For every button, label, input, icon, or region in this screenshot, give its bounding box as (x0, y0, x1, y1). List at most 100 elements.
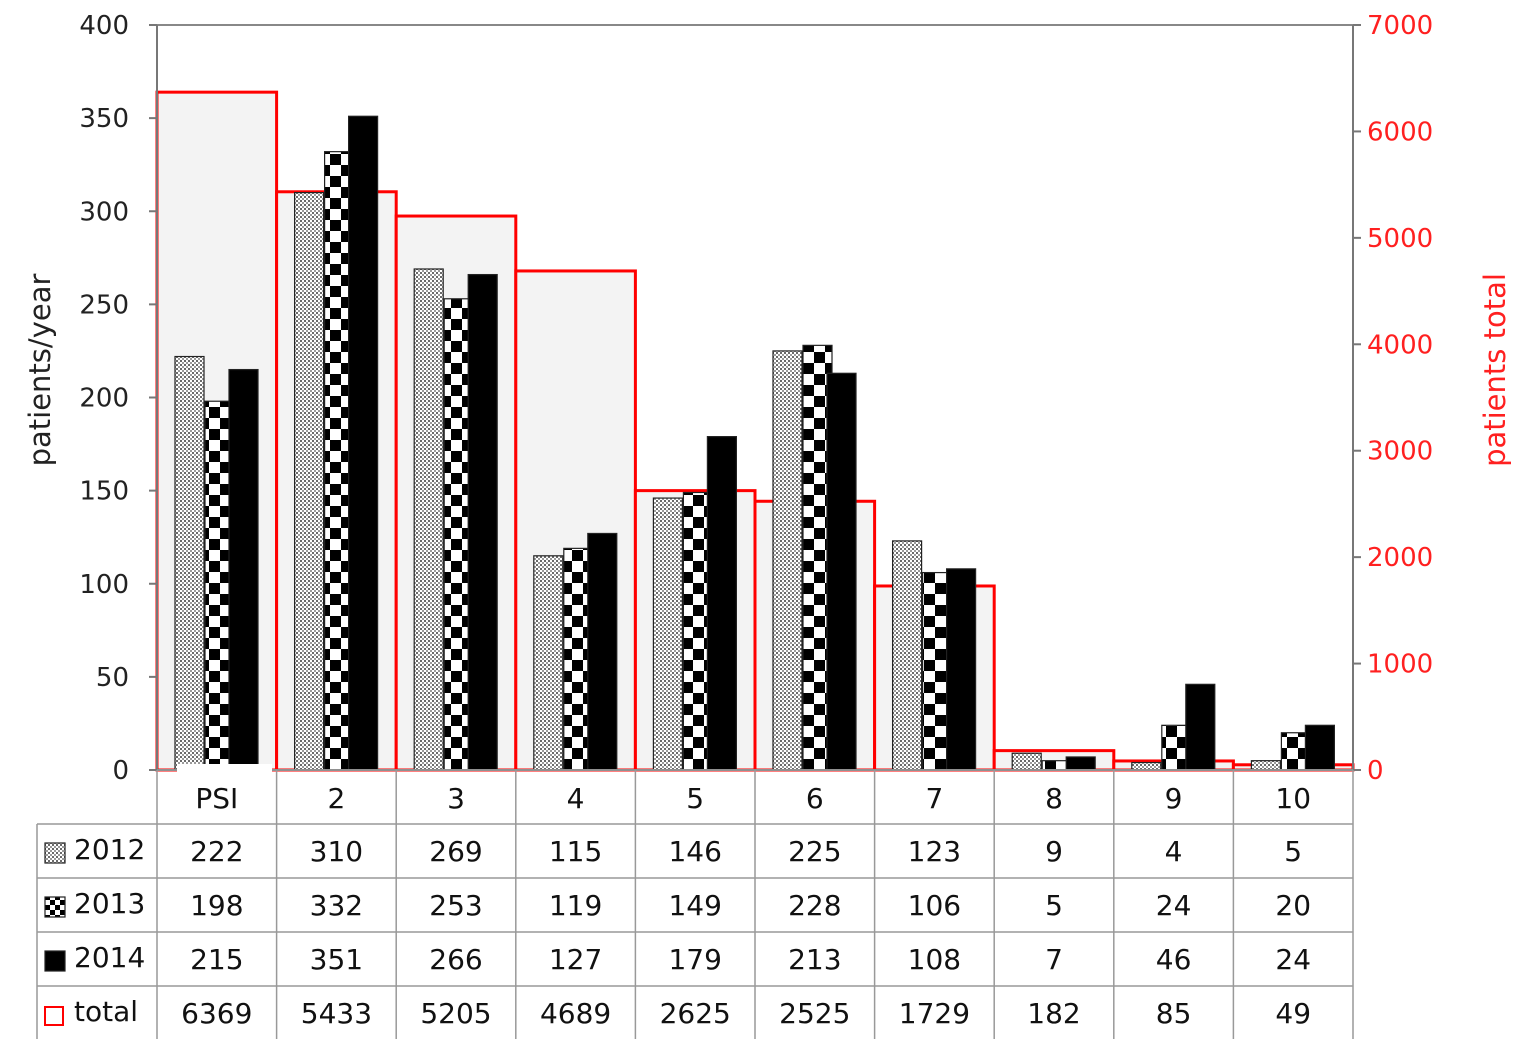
table-cell-2013: 253 (429, 889, 482, 922)
table-cell-2014: 108 (908, 943, 961, 976)
table-cell-2012: 9 (1045, 835, 1063, 868)
table-cell-2013: 5 (1045, 889, 1063, 922)
bar-2012-3 (413, 268, 444, 771)
table-cell-2013: 332 (310, 889, 363, 922)
bar-2012-5 (652, 497, 684, 771)
y2-tick-label: 2000 (1367, 543, 1433, 573)
bar-2014-7 (945, 568, 977, 771)
bar-2012-4 (533, 555, 564, 771)
y2-tick-label: 7000 (1367, 11, 1433, 41)
table-cell-total: 49 (1275, 997, 1311, 1030)
legend-key-2014 (44, 950, 66, 972)
x-tick-label: 5 (686, 782, 704, 815)
x-tick-label: 9 (1165, 782, 1183, 815)
table-cell-total: 85 (1156, 997, 1192, 1030)
table-cell-2012: 123 (908, 835, 961, 868)
legend-key-2013 (44, 896, 66, 918)
table-cell-total: 5205 (420, 997, 491, 1030)
table-cell-2014: 127 (549, 943, 602, 976)
y-tick-label: 0 (112, 756, 129, 786)
table-cell-2014: 351 (310, 943, 363, 976)
y-axis-label: patients/year (23, 274, 57, 467)
table-cell-2014: 46 (1156, 943, 1192, 976)
table-cell-2012: 4 (1165, 835, 1183, 868)
legend-key-2012 (44, 842, 66, 864)
y-tick-label: 250 (79, 290, 129, 320)
table-cell-total: 1729 (899, 997, 970, 1030)
table-cell-2014: 266 (429, 943, 482, 976)
table-cell-2012: 115 (549, 835, 602, 868)
bar-2012-2 (294, 192, 325, 771)
x-tick-label: 2 (327, 782, 345, 815)
table-cell-total: 182 (1027, 997, 1080, 1030)
bar-2014-8 (1065, 756, 1096, 771)
y2-tick-label: 6000 (1367, 117, 1433, 147)
table-cell-2014: 24 (1275, 943, 1311, 976)
y-tick-label: 50 (96, 663, 129, 693)
bar-2012-9 (1131, 761, 1162, 771)
y2-tick-label: 3000 (1367, 437, 1433, 467)
table-cell-2012: 310 (310, 835, 363, 868)
table-cell-2013: 24 (1156, 889, 1192, 922)
y2-tick-label: 4000 (1367, 330, 1433, 360)
bar-2014-2 (348, 115, 379, 771)
table-cell-total: 6369 (181, 997, 252, 1030)
table-cell-2014: 215 (190, 943, 243, 976)
y2-axis-label: patients total (1478, 273, 1512, 467)
x-tick-label: 10 (1275, 782, 1311, 815)
x-tick-label: 6 (806, 782, 824, 815)
bar-2014-6 (826, 372, 857, 771)
table-cell-2013: 119 (549, 889, 602, 922)
y-tick-label: 100 (79, 570, 129, 600)
table-cell-2013: 106 (908, 889, 961, 922)
bar-2014-5 (706, 436, 738, 771)
bar-2012-PSI (174, 355, 205, 771)
x-tick-label: 7 (925, 782, 943, 815)
legend-label-2014: 2014 (74, 941, 145, 974)
table-cell-2014: 213 (788, 943, 841, 976)
table-cell-2012: 146 (668, 835, 721, 868)
y-tick-label: 300 (79, 197, 129, 227)
legend-label-2013: 2013 (74, 887, 145, 920)
y2-tick-label: 1000 (1367, 650, 1433, 680)
bar-2014-10 (1304, 724, 1336, 771)
table-cell-2014: 179 (668, 943, 721, 976)
category-label-bg (177, 764, 272, 822)
table-cell-2012: 225 (788, 835, 841, 868)
x-tick-label: PSI (195, 782, 238, 815)
table-cell-2013: 228 (788, 889, 841, 922)
bar-2014-9 (1185, 683, 1216, 771)
legend-key-total (44, 1006, 64, 1026)
year-bars-layer (174, 115, 1336, 771)
table-cell-total: 2525 (779, 997, 850, 1030)
table-cell-2012: 5 (1284, 835, 1302, 868)
legend-label-total: total (74, 995, 138, 1028)
table-cell-2013: 20 (1275, 889, 1311, 922)
y-tick-label: 350 (79, 104, 129, 134)
table-cell-2013: 149 (668, 889, 721, 922)
table-cell-total: 2625 (660, 997, 731, 1030)
bar-2012-7 (891, 540, 923, 771)
bar-2012-10 (1250, 760, 1282, 771)
bar-2014-PSI (228, 368, 259, 771)
bar-2012-6 (772, 350, 803, 771)
x-tick-label: 4 (567, 782, 585, 815)
x-tick-label: 8 (1045, 782, 1063, 815)
table-cell-2013: 198 (190, 889, 243, 922)
table-cell-2012: 269 (429, 835, 482, 868)
bar-2014-4 (587, 532, 618, 771)
y2-tick-label: 5000 (1367, 224, 1433, 254)
bar-2012-8 (1011, 752, 1042, 771)
x-tick-label: 3 (447, 782, 465, 815)
table-cell-total: 4689 (540, 997, 611, 1030)
y-tick-label: 400 (79, 11, 129, 41)
data-table: PSI 2 3 4 5 6 7 8 9 10 2012 222 310 269 115 146 225 123 9 4… (36, 764, 1354, 1039)
legend-label-2012: 2012 (74, 833, 145, 866)
table-cell-2014: 7 (1045, 943, 1063, 976)
table-cell-total: 5433 (301, 997, 372, 1030)
y-tick-label: 150 (79, 477, 129, 507)
bar-2014-3 (467, 273, 498, 771)
table-cell-2012: 222 (190, 835, 243, 868)
y-tick-label: 200 (79, 384, 129, 414)
